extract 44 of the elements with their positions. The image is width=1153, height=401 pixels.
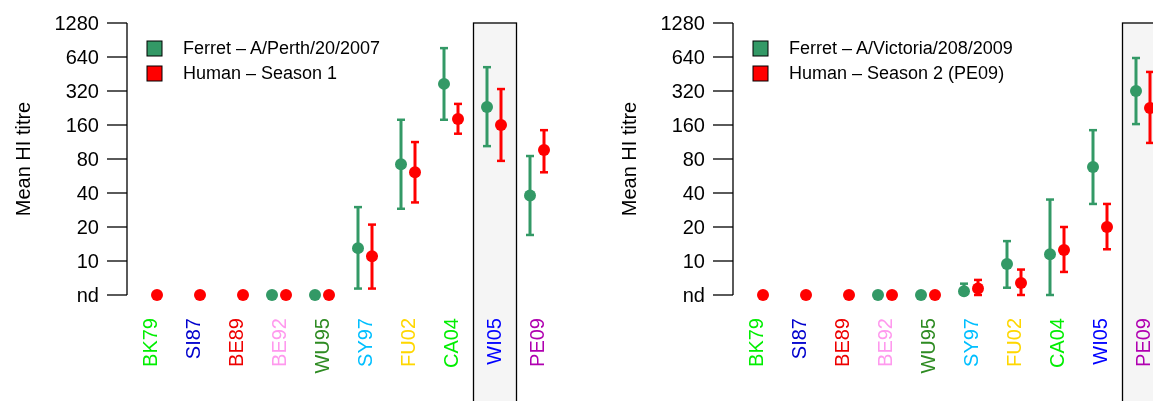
y-tick-label: 160	[671, 114, 705, 136]
y-tick-label: 320	[671, 80, 705, 102]
y-tick-label: 1280	[54, 12, 99, 34]
x-tick-label: WU95	[917, 318, 939, 374]
x-tick-label: PE09	[1132, 318, 1153, 367]
x-tick-label: SY97	[354, 318, 376, 367]
y-axis-title: Mean HI titre	[12, 101, 34, 217]
x-tick-label: WI05	[483, 318, 505, 365]
x-tick-label: WU95	[311, 318, 333, 374]
y-tick-label: 640	[65, 46, 99, 68]
y-tick-label: 160	[65, 114, 99, 136]
legend-label: Ferret – A/Victoria/208/2009	[789, 38, 1013, 59]
y-axis-title: Mean HI titre	[618, 101, 640, 217]
x-tick-label: WI05	[1089, 318, 1111, 365]
y-tick-label: 40	[682, 182, 705, 204]
y-tick-label: 640	[671, 46, 705, 68]
x-tick-label: BK79	[139, 318, 161, 367]
x-tick-label: CA04	[1046, 318, 1068, 369]
y-tick-label: nd	[76, 284, 99, 306]
legend-label: Human – Season 1	[183, 63, 338, 84]
legend-label: Ferret – A/Perth/20/2007	[183, 38, 381, 59]
x-tick-label: FU02	[397, 318, 419, 367]
y-tick-label: 1280	[660, 12, 705, 34]
y-tick-label: 40	[76, 182, 99, 204]
x-tick-label: BE89	[225, 318, 247, 367]
x-tick-label: SI87	[182, 318, 204, 360]
x-tick-label: SY97	[960, 318, 982, 367]
legend-label: Human – Season 2 (PE09)	[789, 63, 1005, 84]
x-tick-label: BE92	[874, 318, 896, 367]
x-tick-label: SI87	[788, 318, 810, 360]
y-tick-label: 20	[76, 216, 99, 238]
y-tick-label: 320	[65, 80, 99, 102]
y-tick-label: 10	[682, 250, 705, 272]
y-tick-label: 10	[76, 250, 99, 272]
y-tick-label: 80	[76, 148, 99, 170]
x-tick-label: FU02	[1003, 318, 1025, 367]
x-tick-label: BE89	[831, 318, 853, 367]
y-tick-label: 20	[682, 216, 705, 238]
x-tick-label: PE09	[526, 318, 548, 367]
x-tick-label: BK79	[745, 318, 767, 367]
x-tick-label: CA04	[440, 318, 462, 369]
y-tick-label: 80	[682, 148, 705, 170]
y-tick-label: nd	[682, 284, 705, 306]
x-tick-label: BE92	[268, 318, 290, 367]
